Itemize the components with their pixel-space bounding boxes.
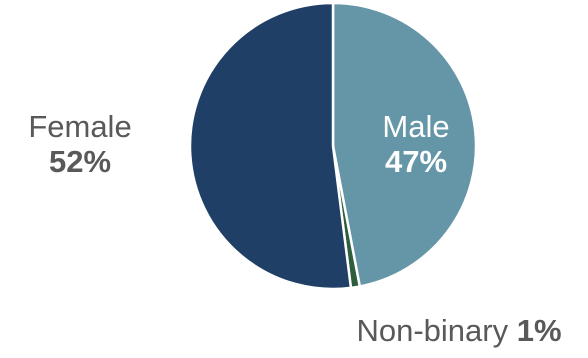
female-label: Female 52% xyxy=(10,109,150,179)
female-label-name: Female xyxy=(28,109,132,144)
pie-slice-female xyxy=(188,1,353,291)
male-label-name: Male xyxy=(382,109,450,144)
nonbinary-label-name: Non-binary xyxy=(356,313,509,348)
male-label-percent: 47% xyxy=(384,143,448,179)
pie-slices xyxy=(188,1,478,291)
female-label-percent: 52% xyxy=(48,143,112,179)
nonbinary-label-percent: 1% xyxy=(516,313,562,348)
male-label: Male 47% xyxy=(356,109,476,179)
nonbinary-label: Non-binary 1% xyxy=(330,313,588,349)
pie-slice-male xyxy=(331,1,478,288)
